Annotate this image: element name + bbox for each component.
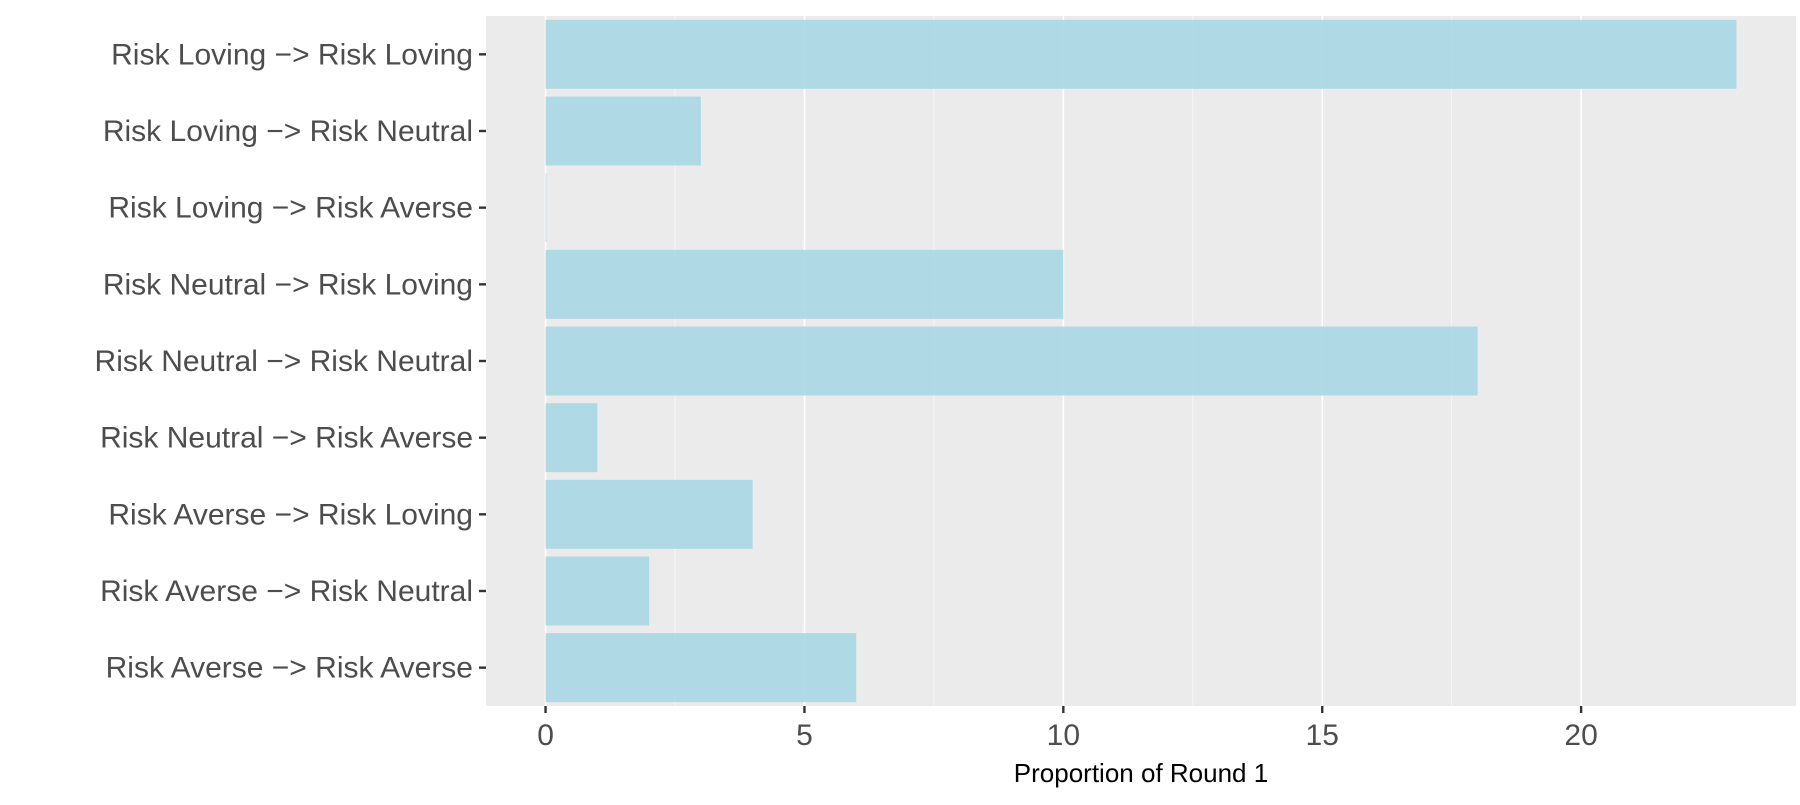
bars <box>545 19 1737 703</box>
y-tick-label: Risk Neutral −> Risk Loving <box>103 268 473 301</box>
y-tick-label: Risk Averse −> Risk Neutral <box>100 575 473 608</box>
bar <box>545 556 650 626</box>
bar <box>545 326 1478 396</box>
y-tick-label: Risk Loving −> Risk Neutral <box>103 115 473 148</box>
y-tick-label: Risk Loving −> Risk Loving <box>111 38 473 71</box>
y-tick-label: Risk Averse −> Risk Loving <box>108 498 473 531</box>
bar <box>545 479 753 549</box>
x-axis: 0 5 10 15 20 <box>537 706 1598 752</box>
x-axis-title: Proportion of Round 1 <box>1014 758 1268 788</box>
x-tick-label: 10 <box>1047 719 1080 752</box>
x-tick-label: 5 <box>796 719 813 752</box>
bar <box>545 19 1737 89</box>
x-tick-label: 20 <box>1564 719 1597 752</box>
bar <box>545 173 547 243</box>
y-tick-label: Risk Neutral −> Risk Neutral <box>95 345 473 378</box>
y-tick-label: Risk Loving −> Risk Averse <box>108 192 473 225</box>
x-tick-label: 15 <box>1306 719 1339 752</box>
bar <box>545 633 857 703</box>
y-tick-label: Risk Neutral −> Risk Averse <box>100 422 473 455</box>
bar <box>545 96 701 166</box>
bar <box>545 249 1064 319</box>
x-tick-label: 0 <box>537 719 554 752</box>
y-axis: Risk Loving −> Risk Loving Risk Loving −>… <box>95 38 486 685</box>
bar <box>545 403 598 473</box>
y-tick-label: Risk Averse −> Risk Averse <box>106 652 473 685</box>
